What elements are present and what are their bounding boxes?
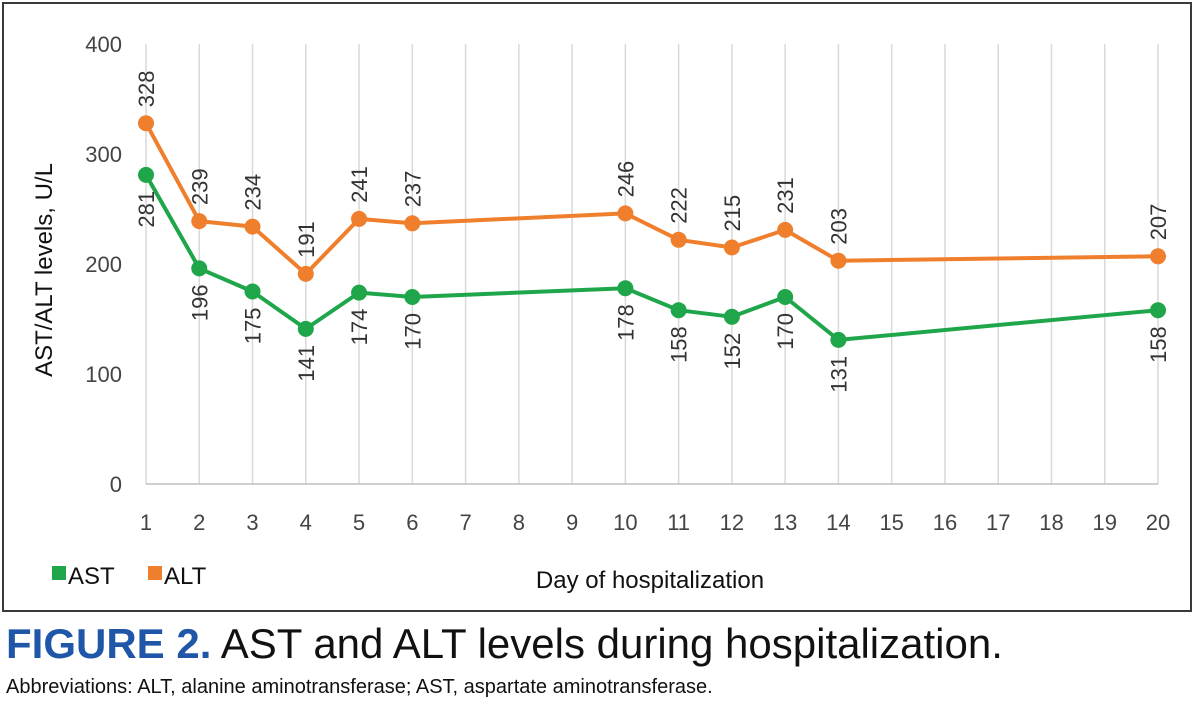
ast-point-day-3: [244, 283, 261, 300]
ast-point-day-20: [1150, 302, 1166, 319]
alt-label-day-12: 215: [720, 195, 745, 232]
y-tick-300: 300: [85, 142, 122, 167]
x-tick-10: 10: [613, 510, 637, 535]
x-tick-6: 6: [406, 510, 418, 535]
alt-label-day-4: 191: [294, 221, 319, 258]
x-tick-5: 5: [353, 510, 365, 535]
ast-label-day-10: 178: [613, 304, 638, 341]
x-tick-14: 14: [826, 510, 850, 535]
alt-label-day-3: 234: [241, 174, 266, 211]
ast-label-day-11: 158: [667, 326, 692, 363]
ast-label-day-20: 158: [1146, 326, 1171, 363]
alt-point-day-6: [404, 215, 421, 232]
alt-point-day-4: [297, 265, 314, 282]
alt-point-day-20: [1150, 248, 1166, 265]
x-tick-7: 7: [459, 510, 471, 535]
figure-caption: FIGURE 2. AST and ALT levels during hosp…: [6, 620, 1003, 668]
alt-point-day-14: [830, 252, 847, 269]
alt-line: [144, 122, 1159, 276]
y-tick-100: 100: [85, 362, 122, 387]
alt-point-day-5: [351, 210, 368, 227]
alt-label-day-14: 203: [826, 208, 851, 245]
alt-label-day-5: 241: [347, 166, 372, 203]
ast-label-day-4: 141: [294, 345, 319, 382]
ast-point-day-12: [723, 308, 740, 325]
grid: [145, 44, 1159, 485]
x-tick-9: 9: [566, 510, 578, 535]
axis-ticks: 1 2 3 4 5 6 7 8 9 10 11 12 13 14 15 16 17 18 19 20010020030…: [85, 32, 1170, 535]
ast-label-day-5: 174: [347, 309, 372, 346]
x-tick-18: 18: [1039, 510, 1063, 535]
alt-label-day-6: 237: [400, 171, 425, 208]
x-tick-16: 16: [933, 510, 957, 535]
x-tick-2: 2: [193, 510, 205, 535]
legend-label-ast: AST: [68, 563, 115, 590]
alt-point-day-11: [670, 231, 687, 248]
alt-label-day-11: 222: [667, 187, 692, 224]
y-tick-200: 200: [85, 252, 122, 277]
x-axis-title: Day of hospitalization: [536, 567, 764, 594]
alt-label-day-13: 231: [773, 177, 798, 214]
y-axis-title: AST/ALT levels, U/L: [31, 163, 58, 377]
caption-text: AST and ALT levels during hospitalizatio…: [211, 620, 1003, 667]
ast-point-day-5: [351, 284, 368, 301]
x-tick-15: 15: [879, 510, 903, 535]
alt-label-day-20: 207: [1146, 204, 1171, 241]
abbreviations-note: Abbreviations: ALT, alanine aminotransfe…: [6, 676, 713, 698]
ast-label-day-3: 175: [241, 308, 266, 345]
alt-point-day-13: [777, 221, 794, 238]
alt-point-day-1: [138, 115, 154, 132]
x-tick-13: 13: [773, 510, 797, 535]
alt-point-day-3: [244, 218, 261, 235]
ast-label-day-1: 281: [134, 191, 159, 228]
ast-point-day-10: [617, 280, 634, 297]
ast-label-day-13: 170: [773, 313, 798, 350]
chart-frame: 281 196 175 141 174 170 178 158 152 170 131 158 328 2…: [2, 2, 1192, 612]
data-labels: 281 196 175 141 174 170 178 158 152 170 131 158 328 2…: [134, 70, 1171, 392]
alt-label-day-10: 246: [613, 161, 638, 198]
ast-point-day-13: [777, 289, 794, 305]
ast-label-day-14: 131: [826, 356, 851, 393]
x-tick-17: 17: [986, 510, 1010, 535]
ast-label-day-12: 152: [720, 333, 745, 370]
ast-label-day-6: 170: [400, 313, 425, 350]
x-tick-19: 19: [1092, 510, 1116, 535]
ast-point-day-6: [404, 289, 421, 305]
ast-point-day-2: [191, 260, 208, 277]
legend-label-alt: ALT: [164, 563, 207, 590]
x-tick-12: 12: [720, 510, 744, 535]
figure-label: FIGURE 2.: [6, 620, 212, 667]
x-tick-11: 11: [667, 510, 690, 535]
x-tick-3: 3: [246, 510, 258, 535]
ast-label-day-2: 196: [187, 284, 212, 321]
alt-point-day-10: [617, 205, 634, 222]
series-layer: [138, 115, 1166, 348]
alt-point-day-12: [723, 239, 740, 256]
y-tick-400: 400: [85, 32, 122, 57]
x-tick-8: 8: [513, 510, 525, 535]
legend: AST ALT: [52, 563, 207, 590]
x-tick-4: 4: [300, 510, 312, 535]
alt-label-day-1: 328: [134, 70, 159, 107]
ast-point-day-4: [297, 320, 314, 337]
legend-swatch-ast: [52, 566, 66, 580]
y-tick-0: 0: [110, 472, 122, 497]
alt-point-day-2: [191, 213, 208, 230]
ast-point-day-11: [670, 302, 687, 319]
x-tick-1: 1: [140, 510, 152, 535]
legend-swatch-alt: [148, 566, 162, 580]
x-tick-20: 20: [1146, 510, 1170, 535]
ast-point-day-1: [138, 166, 154, 183]
ast-line: [144, 173, 1159, 342]
ast-point-day-14: [830, 331, 847, 348]
alt-label-day-2: 239: [187, 168, 212, 205]
